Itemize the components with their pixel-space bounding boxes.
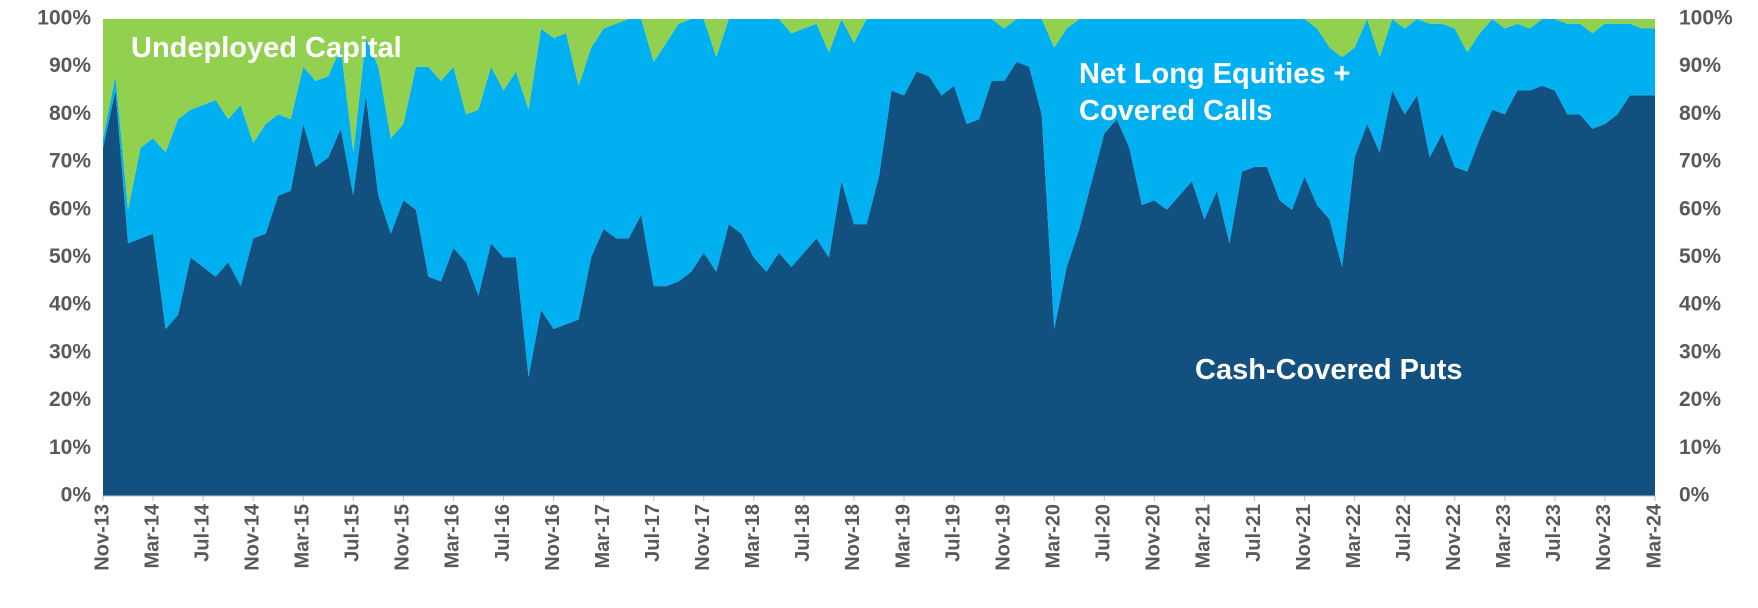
y-tick-label: 20% [49, 388, 91, 411]
y-tick-label: 90% [49, 54, 91, 77]
x-tick-label: Nov-14 [241, 503, 263, 571]
x-tick-label: Mar-22 [1343, 504, 1365, 568]
x-tick-label: Mar-19 [892, 504, 914, 568]
y2-tick-label: 20% [1679, 388, 1721, 411]
x-tick-label: Mar-16 [442, 504, 464, 568]
y2-tick-label: 70% [1679, 150, 1721, 173]
y2-tick-label: 60% [1679, 197, 1721, 220]
x-tick-label: Jul-17 [642, 504, 664, 562]
y-tick-label: 30% [49, 340, 91, 363]
x-tick-label: Nov-16 [542, 504, 564, 571]
x-tick-label: Mar-21 [1193, 504, 1215, 568]
x-tick-label: Mar-17 [592, 504, 614, 568]
series-label: Net Long Equities + Covered Calls [1079, 58, 1351, 127]
x-tick-label: Jul-16 [492, 504, 514, 562]
x-tick-label: Mar-24 [1643, 503, 1665, 568]
y2-tick-label: 40% [1679, 293, 1721, 316]
x-tick-label: Mar-20 [1043, 504, 1065, 568]
x-tick-label: Jul-22 [1393, 504, 1415, 562]
y-tick-label: 10% [49, 436, 91, 459]
x-tick-label: Jul-18 [792, 504, 814, 562]
x-tick-label: Jul-19 [942, 504, 964, 562]
y2-tick-label: 80% [1679, 102, 1721, 125]
x-tick-label: Nov-17 [692, 504, 714, 571]
x-tick-label: Jul-15 [342, 504, 364, 562]
x-tick-label: Mar-15 [292, 504, 314, 568]
x-tick-label: Jul-20 [1093, 504, 1115, 562]
y-tick-label: 0% [61, 484, 92, 507]
series-label: Cash-Covered Puts [1195, 354, 1463, 386]
x-tick-label: Jul-14 [191, 503, 213, 562]
x-tick-label: Mar-18 [742, 504, 764, 568]
area [103, 61, 1655, 497]
y-tick-label: 60% [49, 197, 91, 220]
x-tick-label: Nov-13 [91, 504, 113, 571]
x-tick-label: Nov-19 [992, 504, 1014, 571]
area [103, 19, 1655, 377]
x-tick-label: Nov-21 [1293, 504, 1315, 571]
y-tick-label: 70% [49, 150, 91, 173]
y2-tick-label: 90% [1679, 54, 1721, 77]
x-tick-label: Nov-20 [1143, 504, 1165, 571]
y2-tick-label: 100% [1679, 7, 1733, 30]
x-tick-label: Mar-14 [141, 503, 163, 568]
y2-tick-label: 30% [1679, 340, 1721, 363]
y-tick-label: 100% [37, 7, 91, 30]
x-tick-label: Nov-15 [392, 504, 414, 571]
y-tick-label: 80% [49, 102, 91, 125]
x-tick-label: Mar-23 [1493, 504, 1515, 568]
x-tick-label: Nov-22 [1443, 504, 1465, 571]
y-tick-label: 50% [49, 245, 91, 268]
y2-tick-label: 0% [1679, 484, 1710, 507]
area [103, 19, 1655, 210]
x-tick-label: Nov-18 [842, 504, 864, 571]
series-label: Undeployed Capital [131, 32, 402, 64]
x-tick-label: Nov-23 [1593, 504, 1615, 571]
y-tick-label: 40% [49, 293, 91, 316]
y2-tick-label: 10% [1679, 436, 1721, 459]
x-tick-label: Jul-23 [1543, 504, 1565, 562]
y2-tick-label: 50% [1679, 245, 1721, 268]
x-tick-label: Jul-21 [1243, 504, 1265, 562]
